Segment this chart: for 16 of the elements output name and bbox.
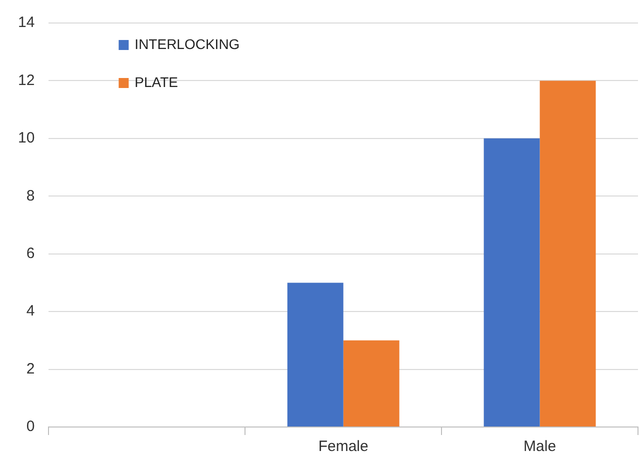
bar	[343, 340, 400, 426]
y-tick-label: 6	[26, 245, 35, 262]
bar	[287, 282, 344, 426]
y-tick-label: 8	[26, 187, 35, 204]
x-tick-label: Female	[318, 438, 368, 456]
y-tick-label: 2	[26, 360, 35, 378]
legend-label: PLATE	[134, 74, 178, 90]
bar	[484, 138, 540, 426]
y-tick-label: 4	[26, 302, 35, 320]
x-tick-label: Male	[524, 438, 556, 456]
y-tick-label: 12	[18, 72, 35, 89]
legend-label: INTERLOCKING	[134, 36, 240, 52]
bar	[540, 80, 596, 426]
y-tick-label: 0	[26, 418, 35, 436]
y-tick-label: 10	[18, 130, 35, 147]
y-tick-label: 14	[18, 14, 35, 32]
